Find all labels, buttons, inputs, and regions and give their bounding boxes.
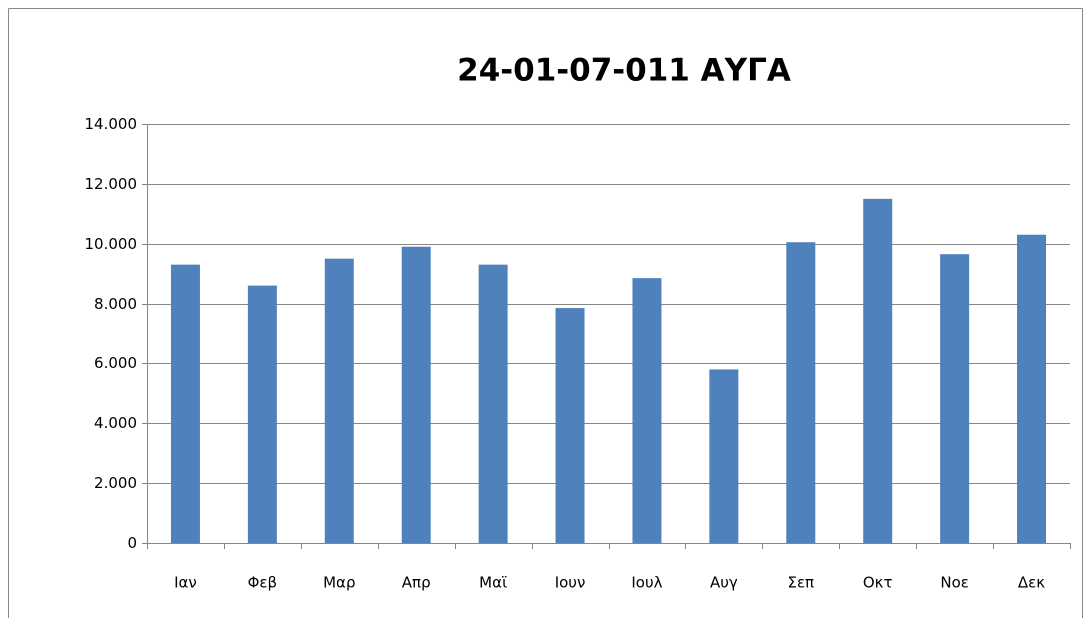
- y-tick-label: 0: [127, 534, 137, 552]
- x-tick-label: Φεβ: [248, 574, 278, 592]
- y-tick-label: 8.000: [94, 295, 137, 313]
- y-tick-label: 6.000: [94, 354, 137, 372]
- bar: [940, 254, 970, 544]
- x-tick-label: Ιαν: [174, 574, 197, 592]
- y-tick-label: 10.000: [85, 235, 138, 253]
- bar: [786, 242, 816, 544]
- x-tick-label: Αυγ: [710, 574, 738, 592]
- x-tick-label: Απρ: [402, 574, 431, 592]
- y-tick-label: 14.000: [85, 115, 138, 133]
- bar: [709, 369, 739, 543]
- bar: [324, 258, 354, 543]
- x-tick-label: Μαρ: [323, 574, 355, 592]
- bar: [247, 285, 277, 543]
- bar: [1017, 234, 1047, 543]
- x-tick-label: Οκτ: [863, 574, 893, 592]
- y-tick-label: 4.000: [94, 414, 137, 432]
- bar: [170, 264, 200, 543]
- x-tick-label: Ιουλ: [631, 574, 662, 592]
- bar: [555, 308, 585, 543]
- x-tick-label: Σεπ: [787, 574, 814, 592]
- chart-title: 24-01-07-011 ΑΥΓΑ: [457, 53, 791, 89]
- bar: [632, 278, 662, 543]
- bar: [863, 198, 893, 544]
- x-tick-label: Δεκ: [1018, 574, 1045, 592]
- x-tick-label: Νοε: [940, 574, 969, 592]
- bar: [478, 264, 508, 543]
- y-tick-label: 12.000: [85, 175, 138, 193]
- x-tick-label: Ιουν: [555, 574, 586, 592]
- x-tick-label: Μαϊ: [479, 574, 507, 592]
- bar: [401, 246, 431, 543]
- y-tick-label: 2.000: [94, 474, 137, 492]
